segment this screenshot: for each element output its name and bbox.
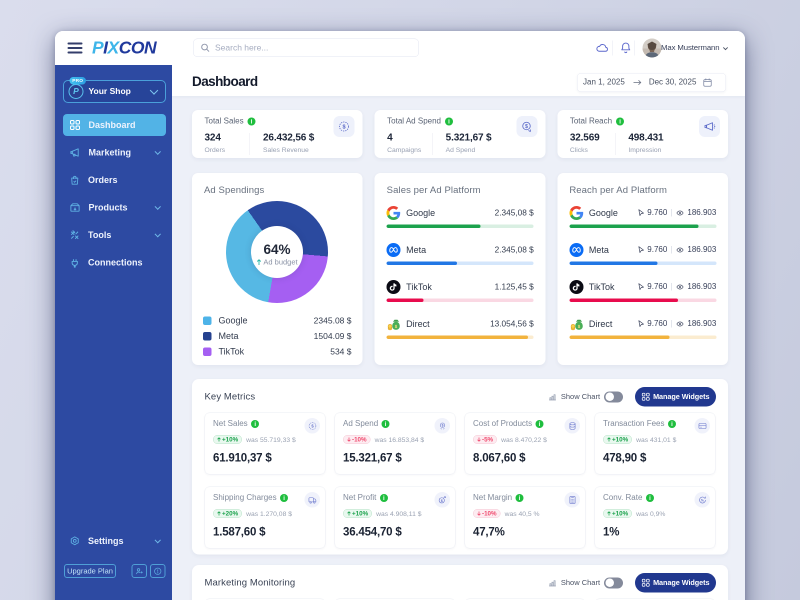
svg-text:$: $ xyxy=(395,324,398,329)
svg-text:$: $ xyxy=(525,124,528,130)
svg-text:%: % xyxy=(701,498,704,502)
svg-text:$: $ xyxy=(343,125,346,131)
svg-text:$: $ xyxy=(578,324,581,329)
svg-text:$: $ xyxy=(311,423,314,428)
svg-text:$: $ xyxy=(441,423,443,427)
svg-text:$: $ xyxy=(440,499,443,503)
